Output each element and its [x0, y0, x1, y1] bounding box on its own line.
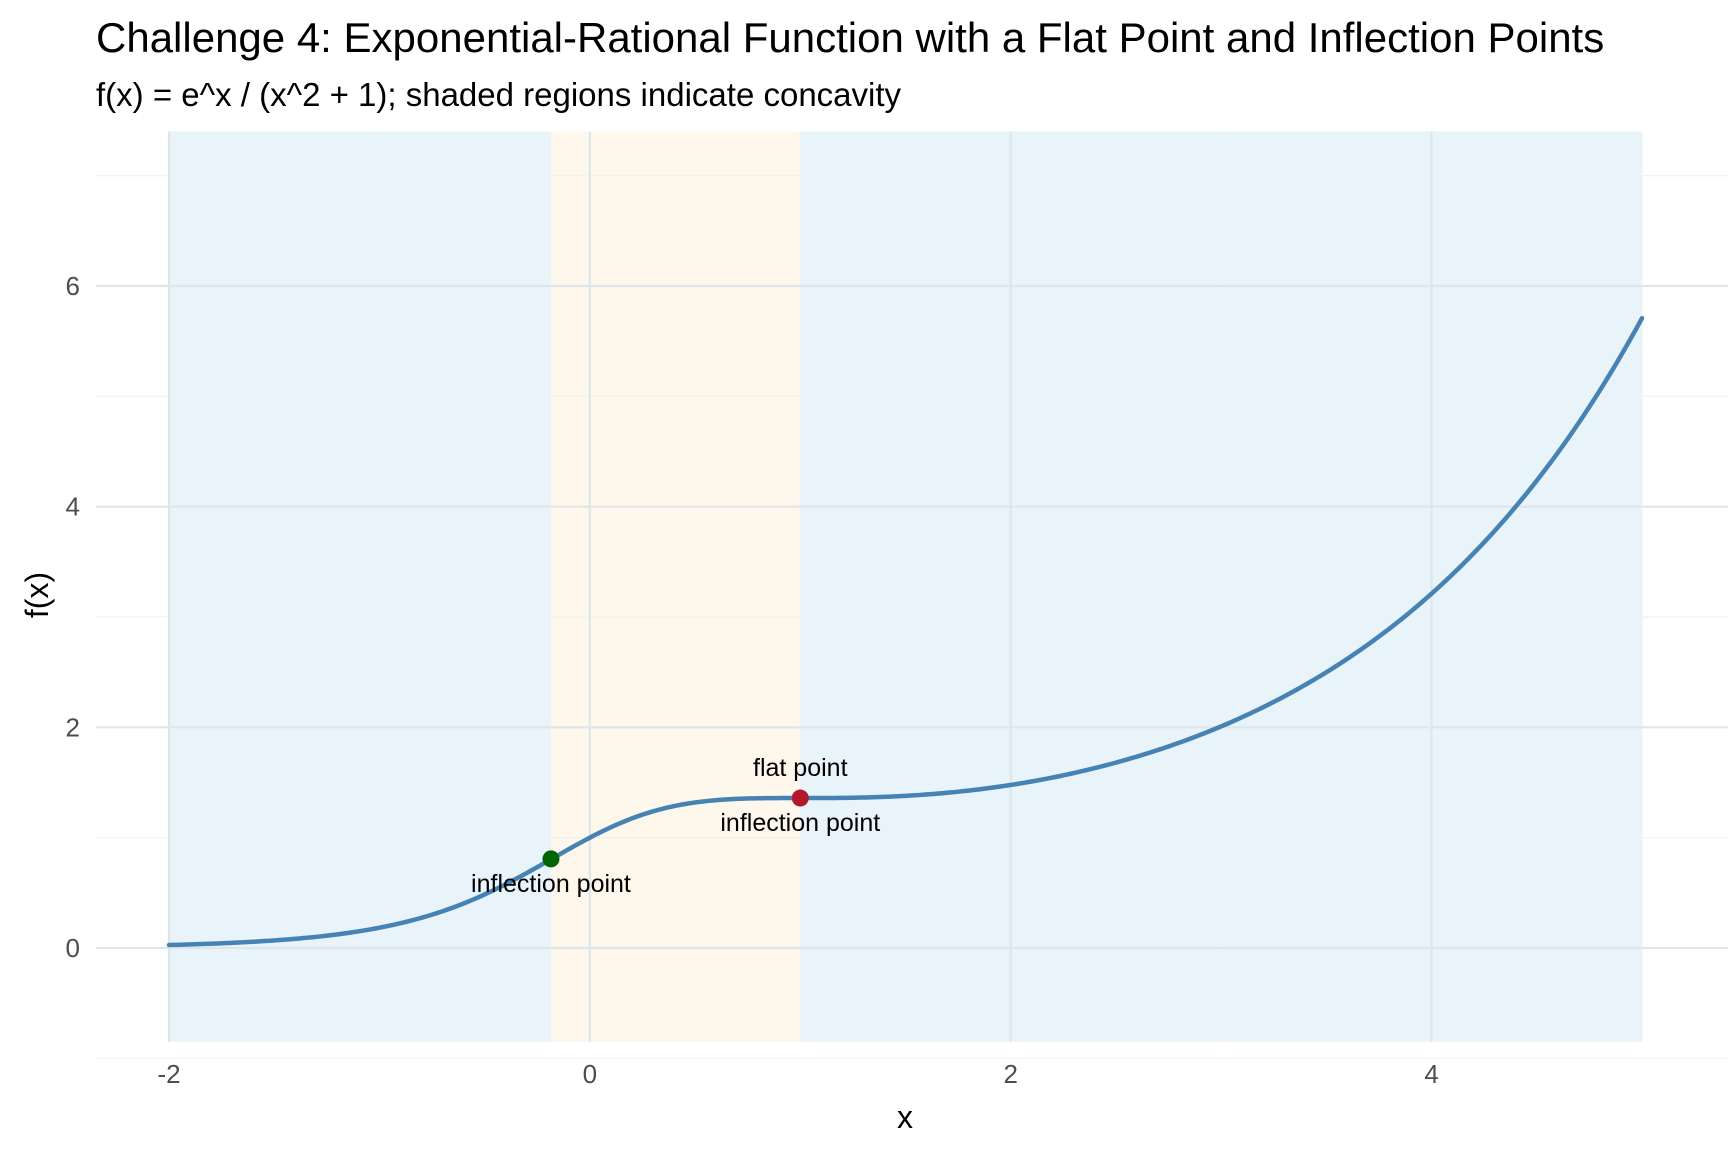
x-tick-label: 2: [1003, 1059, 1017, 1089]
concavity-regions: [169, 131, 1642, 1042]
chart-title: Challenge 4: Exponential-Rational Functi…: [96, 14, 1604, 61]
chart-subtitle: f(x) = e^x / (x^2 + 1); shaded regions i…: [96, 76, 902, 113]
x-axis-title: x: [897, 1099, 913, 1135]
y-tick-label: 0: [66, 933, 80, 963]
x-tick-label: -2: [157, 1059, 180, 1089]
x-axis-ticks: -2 0 2 4: [157, 1059, 1438, 1089]
grid-lines: [96, 131, 1728, 1059]
point-marker-2: [791, 789, 809, 807]
y-tick-label: 2: [66, 712, 80, 742]
point-label-below-2: inflection point: [720, 809, 880, 837]
point-label-above-2: flat point: [753, 754, 848, 782]
point-marker-1: [542, 850, 560, 868]
x-tick-label: 4: [1424, 1059, 1438, 1089]
y-tick-label: 6: [66, 271, 80, 301]
point-label-below-1: inflection point: [471, 870, 631, 898]
concavity-region-2: [550, 131, 801, 1042]
curve-layer: [166, 315, 1645, 948]
y-axis-ticks: 0 2 4 6: [66, 271, 80, 963]
concavity-region-1: [169, 131, 551, 1042]
annotated-points: inflection point flat point inflection poi…: [471, 754, 880, 898]
x-tick-label: 0: [583, 1059, 597, 1089]
y-tick-label: 4: [66, 492, 80, 522]
function-curve: [166, 315, 1645, 948]
y-axis-title: f(x): [19, 572, 55, 618]
